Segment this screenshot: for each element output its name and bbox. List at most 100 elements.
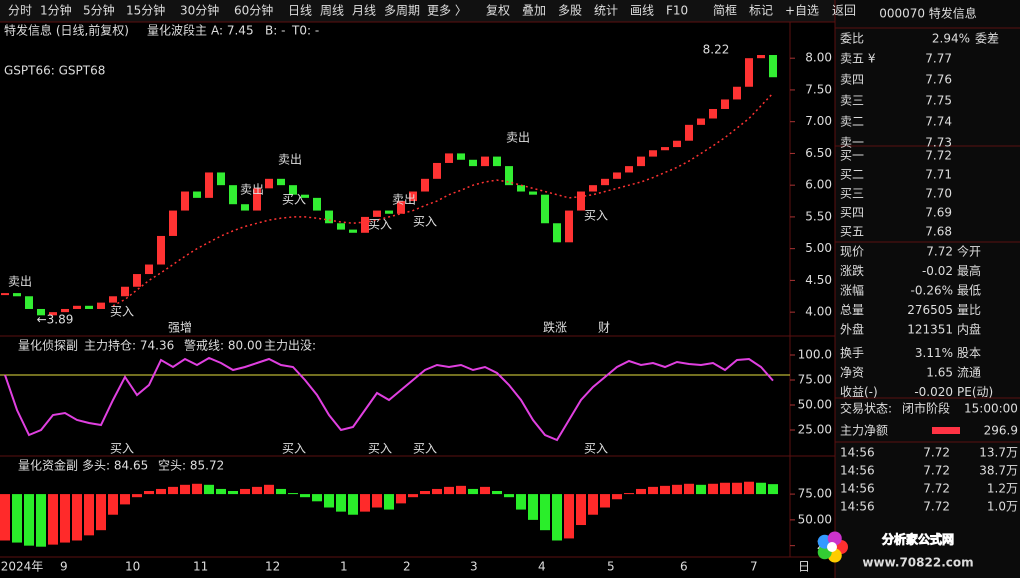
x-tick-label: 6	[680, 560, 688, 574]
tool-button[interactable]: 画线	[630, 4, 654, 18]
period-tab[interactable]: 15分钟	[126, 3, 165, 18]
stat-label: 今开	[957, 244, 981, 259]
candle	[709, 108, 717, 119]
bar	[168, 486, 178, 495]
row-label: 委比	[840, 32, 864, 46]
period-tab[interactable]: 1分钟	[40, 3, 72, 18]
candle	[13, 293, 21, 297]
period-tab[interactable]: 30分钟	[180, 3, 219, 18]
stat-label: 流通	[957, 366, 981, 380]
tool-button[interactable]: 叠加	[522, 4, 546, 18]
candle	[637, 156, 645, 167]
y-tick-label: 6.50	[805, 146, 832, 160]
bar	[744, 481, 754, 495]
bid-price: 7.69	[925, 206, 952, 220]
bar	[228, 491, 238, 495]
candle	[97, 302, 105, 309]
tool-button[interactable]: 多股	[558, 4, 582, 18]
bar	[732, 482, 742, 495]
bar	[684, 483, 694, 495]
candle	[769, 55, 777, 78]
candle	[673, 140, 681, 148]
annotation: 卖出	[392, 193, 416, 207]
bar	[504, 494, 514, 498]
tool-button[interactable]: F10	[666, 4, 688, 18]
bar	[132, 494, 142, 498]
bar	[324, 494, 334, 508]
bid-label: 买一	[840, 149, 864, 163]
x-axis-end: 日	[798, 560, 810, 574]
bar	[348, 494, 358, 515]
stat-label: 涨跌	[840, 263, 864, 278]
bar	[204, 484, 214, 495]
tool-button[interactable]: 标记	[749, 4, 773, 18]
stat-label: 涨幅	[840, 283, 864, 298]
bar	[516, 494, 526, 510]
candle	[397, 201, 405, 214]
tool-button[interactable]: 统计	[594, 4, 618, 18]
bar	[144, 491, 154, 495]
tool-button[interactable]: 返回	[832, 4, 856, 18]
ask-price: 7.75	[925, 94, 952, 108]
stat-value: -0.02	[922, 264, 953, 278]
bar	[252, 486, 262, 495]
bar	[312, 494, 322, 502]
bar	[384, 494, 394, 510]
bar	[420, 491, 430, 495]
annotation: 强增	[168, 321, 192, 335]
period-tab[interactable]: 周线	[320, 4, 344, 18]
candle	[301, 194, 309, 198]
bar	[180, 484, 190, 495]
bid-price: 7.70	[925, 187, 952, 201]
candle	[409, 191, 417, 202]
candle	[157, 235, 165, 265]
candle	[565, 210, 573, 243]
annotation: 买入	[368, 218, 392, 232]
bar	[216, 488, 226, 495]
period-tab[interactable]: 分时	[8, 4, 32, 18]
bar	[396, 494, 406, 504]
candle	[145, 264, 153, 275]
quote-panel-bg	[835, 0, 1020, 578]
candle	[349, 229, 357, 233]
tool-button[interactable]: 简框	[713, 4, 737, 18]
x-tick-label: 7	[750, 560, 758, 574]
stat-label: 换手	[840, 346, 864, 360]
stat-label: 现价	[840, 245, 864, 259]
candle	[541, 194, 549, 224]
ask-label: 卖五 ¥	[840, 52, 876, 66]
period-tab[interactable]: 5分钟	[83, 3, 115, 18]
annotation: 卖出	[8, 275, 32, 289]
y-tick-label: 4.50	[805, 273, 832, 287]
annotation: 买入	[282, 193, 306, 207]
annotation: 跌涨	[543, 320, 567, 335]
bar	[468, 488, 478, 495]
tool-button[interactable]: +自选	[785, 4, 819, 18]
period-tab[interactable]: 日线	[288, 4, 312, 18]
candle	[109, 296, 117, 303]
candle	[325, 210, 333, 224]
y-tick-label: 75.00	[798, 487, 832, 501]
period-tab[interactable]: 月线	[352, 4, 376, 18]
y-tick-label: 6.00	[805, 178, 832, 192]
y-tick-label: 8.00	[805, 51, 832, 65]
candle	[313, 197, 321, 211]
tick-time: 14:56	[840, 482, 875, 496]
bid-price: 7.72	[925, 149, 952, 163]
candle	[553, 223, 561, 243]
annotation: 卖出	[278, 153, 302, 167]
annotation: 买入	[413, 215, 437, 229]
candle	[625, 166, 633, 173]
stat-label: 总量	[840, 303, 864, 317]
y-tick-label: 4.00	[805, 305, 832, 319]
y-tick-label: 50.00	[798, 512, 832, 526]
period-tab[interactable]: 60分钟	[234, 3, 273, 18]
period-tab[interactable]: 多周期	[384, 4, 420, 18]
tool-button[interactable]: 复权	[486, 4, 510, 18]
candle	[481, 156, 489, 167]
candle	[577, 191, 585, 211]
candle	[337, 223, 345, 230]
candle	[757, 55, 765, 59]
annotation: ←3.89	[37, 313, 74, 327]
period-tab[interactable]: 更多 〉	[427, 4, 467, 18]
